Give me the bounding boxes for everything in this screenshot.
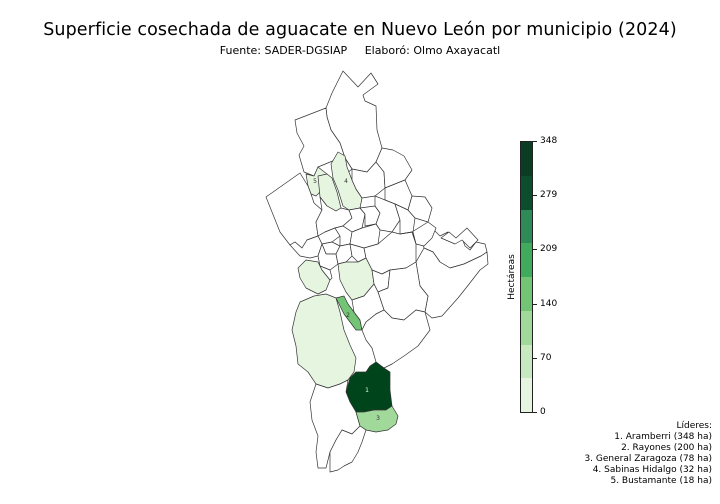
municipality-los-ramones bbox=[399, 231, 417, 245]
municipality-doctor-coss bbox=[440, 227, 479, 249]
colorbar-tick-label: 0 bbox=[540, 407, 546, 417]
map-label-3: 3 bbox=[376, 415, 380, 422]
leaders-heading: Líderes: bbox=[676, 421, 712, 431]
municipality-linares bbox=[361, 309, 431, 369]
colorbar-tick-0 bbox=[533, 412, 537, 413]
colorbar-segment-8 bbox=[521, 142, 532, 176]
author-text: Elaboró: Olmo Axayacatl bbox=[364, 44, 501, 57]
colorbar-segment-5 bbox=[521, 243, 532, 277]
colorbar-tick-label: 70 bbox=[540, 353, 552, 363]
map-label-4: 4 bbox=[344, 178, 348, 185]
municipality-san-pedro bbox=[319, 265, 333, 281]
municipality-general-trevino bbox=[407, 195, 433, 223]
colorbar-tick-label: 140 bbox=[540, 299, 558, 309]
municipality-vallecillo bbox=[351, 161, 386, 199]
source-text: Fuente: SADER-DGSIAP bbox=[219, 44, 348, 57]
leader-item: 1. Aramberri (348 ha) bbox=[614, 432, 712, 442]
chart-subtitle: Fuente: SADER-DGSIAP Elaboró: Olmo Axaya… bbox=[0, 44, 720, 57]
municipality-santa-catarina bbox=[297, 259, 331, 295]
colorbar-segment-3 bbox=[521, 310, 532, 345]
colorbar-tick-209 bbox=[533, 249, 537, 250]
colorbar-tick-70 bbox=[533, 358, 537, 359]
municipality-cerralvo bbox=[374, 195, 401, 233]
map-label-5: 5 bbox=[313, 178, 317, 185]
leader-item: 3. General Zaragoza (78 ha) bbox=[584, 454, 712, 464]
map-label-2: 2 bbox=[346, 312, 350, 319]
colorbar-segment-6 bbox=[521, 209, 532, 244]
municipality-garcia bbox=[289, 235, 323, 259]
colorbar-tick-label: 279 bbox=[540, 190, 558, 200]
colorbar-segment-4 bbox=[521, 277, 532, 311]
chart-title: Superficie cosechada de aguacate en Nuev… bbox=[43, 20, 677, 40]
colorbar-segment-7 bbox=[521, 175, 532, 210]
leader-item: 2. Rayones (200 ha) bbox=[621, 443, 712, 453]
colorbar-tick-label: 348 bbox=[540, 136, 558, 146]
colorbar-label: Hectáreas bbox=[507, 254, 517, 300]
colorbar-tick-348 bbox=[533, 141, 537, 142]
leader-item: 4. Sabinas Hidalgo (32 ha) bbox=[592, 465, 712, 475]
colorbar-tick-label: 209 bbox=[540, 244, 558, 254]
municipality-paras bbox=[375, 147, 413, 189]
colorbar-segment-1 bbox=[521, 378, 532, 412]
leaders-legend: Líderes: 1. Aramberri (348 ha) 2. Rayone… bbox=[584, 421, 712, 487]
colorbar-tick-140 bbox=[533, 304, 537, 305]
colorbar-tick-279 bbox=[533, 195, 537, 196]
leader-item: 5. Bustamante (18 ha) bbox=[610, 476, 712, 486]
municipality-mier-y-noriega bbox=[329, 425, 367, 473]
map-label-1: 1 bbox=[365, 387, 369, 394]
colorbar bbox=[520, 141, 533, 413]
municipality-galeana bbox=[291, 293, 357, 389]
colorbar-segment-2 bbox=[521, 344, 532, 379]
